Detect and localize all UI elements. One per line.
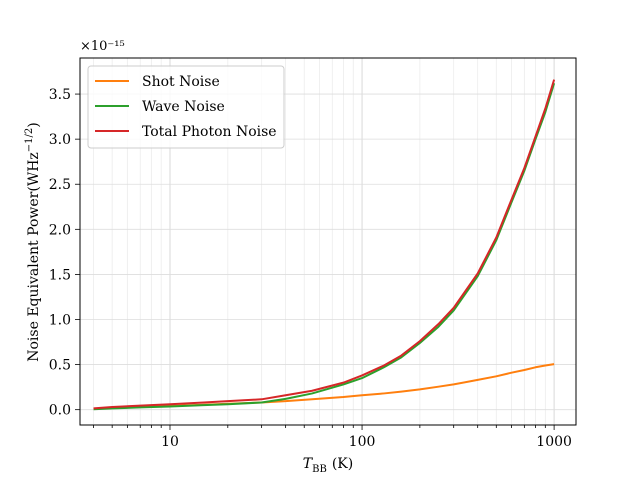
- x-axis: 10 100 1000: [93, 425, 572, 450]
- series-line-total-photon-noise: [93, 79, 556, 410]
- y-axis-label: Noise Equivalent Power(WHz−1/2): [24, 122, 42, 362]
- series-line-wave-noise: [93, 82, 556, 411]
- y-axis: 0.0 0.5 1.0 1.5 2.0 2.5 3.0 3.5: [49, 87, 80, 419]
- y-tick-label: 2.0: [49, 222, 71, 238]
- legend-label-wave: Wave Noise: [142, 99, 225, 115]
- y-tick-label: 3.5: [49, 87, 71, 103]
- y-axis-label-close: ): [26, 122, 42, 127]
- legend: Shot Noise Wave Noise Total Photon Noise: [87, 65, 285, 149]
- y-tick-label: 1.5: [49, 267, 71, 283]
- series-lines: [93, 79, 556, 411]
- x-axis-label-sub: BB: [312, 464, 327, 475]
- legend-box: [87, 65, 285, 149]
- y-multiplier-label: ×10⁻¹⁵: [80, 39, 125, 54]
- x-tick-label: 10: [161, 434, 179, 450]
- x-axis-label-main: T: [303, 456, 314, 472]
- plot-frame: [79, 57, 577, 426]
- y-tick-label: 0.5: [49, 358, 71, 374]
- y-axis-label-main: Noise Equivalent Power(WHz: [26, 152, 42, 362]
- y-axis-label-sup: −1/2: [24, 128, 35, 152]
- y-tick-label: 3.0: [49, 132, 71, 148]
- legend-label-total: Total Photon Noise: [142, 124, 277, 140]
- legend-label-shot: Shot Noise: [142, 74, 220, 90]
- x-axis-label: TBB (K): [303, 456, 353, 475]
- x-tick-label: 100: [349, 434, 376, 450]
- y-tick-label: 0.0: [49, 403, 71, 419]
- x-axis-label-unit: (K): [332, 456, 353, 472]
- y-tick-label: 1.0: [49, 312, 71, 328]
- y-tick-label: 2.5: [49, 177, 71, 193]
- x-tick-label: 1000: [536, 434, 572, 450]
